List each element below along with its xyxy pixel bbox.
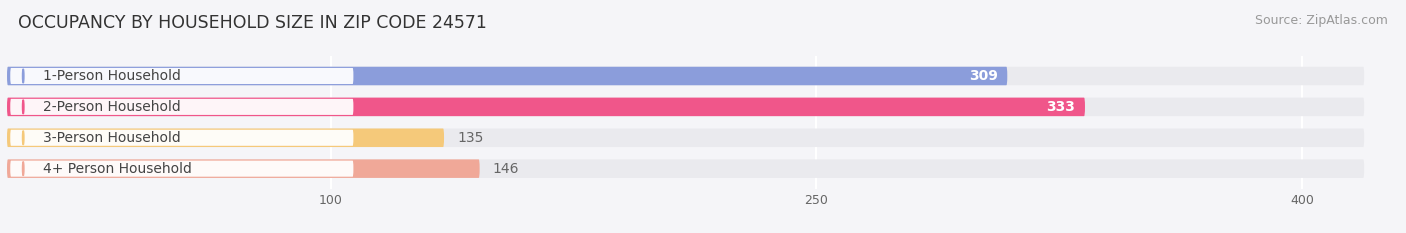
FancyBboxPatch shape	[7, 159, 479, 178]
Text: 146: 146	[492, 162, 519, 176]
FancyBboxPatch shape	[7, 67, 1007, 85]
Text: 1-Person Household: 1-Person Household	[42, 69, 180, 83]
Circle shape	[22, 162, 24, 176]
FancyBboxPatch shape	[7, 67, 1364, 85]
Text: 309: 309	[969, 69, 998, 83]
FancyBboxPatch shape	[7, 129, 444, 147]
FancyBboxPatch shape	[7, 98, 1085, 116]
FancyBboxPatch shape	[7, 98, 1364, 116]
Text: 3-Person Household: 3-Person Household	[42, 131, 180, 145]
FancyBboxPatch shape	[10, 99, 353, 115]
FancyBboxPatch shape	[7, 129, 1364, 147]
FancyBboxPatch shape	[10, 68, 353, 84]
Text: OCCUPANCY BY HOUSEHOLD SIZE IN ZIP CODE 24571: OCCUPANCY BY HOUSEHOLD SIZE IN ZIP CODE …	[18, 14, 486, 32]
Text: Source: ZipAtlas.com: Source: ZipAtlas.com	[1254, 14, 1388, 27]
Text: 4+ Person Household: 4+ Person Household	[42, 162, 191, 176]
Circle shape	[22, 100, 24, 114]
Text: 2-Person Household: 2-Person Household	[42, 100, 180, 114]
FancyBboxPatch shape	[10, 161, 353, 177]
FancyBboxPatch shape	[7, 159, 1364, 178]
Circle shape	[22, 131, 24, 145]
Text: 135: 135	[457, 131, 484, 145]
FancyBboxPatch shape	[10, 130, 353, 146]
Circle shape	[22, 69, 24, 83]
Text: 333: 333	[1046, 100, 1076, 114]
